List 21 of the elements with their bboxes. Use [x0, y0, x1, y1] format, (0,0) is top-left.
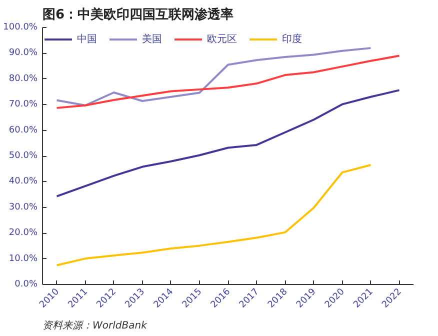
y-tick-label: 50.0% [8, 151, 38, 161]
chart-title: 图6：中美欧印四国互联网渗透率 [42, 6, 234, 22]
y-tick-label: 80.0% [8, 74, 38, 84]
y-tick-label: 20.0% [8, 228, 38, 238]
legend-label: 印度 [282, 32, 302, 46]
line-series [56, 164, 372, 266]
y-tick-label: 90.0% [8, 48, 38, 58]
y-tick-label: 60.0% [8, 125, 38, 136]
y-tick-label: 0.0% [14, 280, 38, 290]
line-series [56, 54, 400, 109]
y-tick-label: 70.0% [8, 100, 38, 110]
legend-label: 欧元区 [207, 33, 237, 46]
y-tick-label: 40.0% [8, 176, 38, 187]
line-series [56, 89, 400, 198]
y-tick-label: 30.0% [8, 202, 38, 212]
legend-label: 中国 [77, 32, 97, 46]
legend-label: 美国 [142, 32, 162, 46]
y-tick-label: 100.0% [3, 22, 38, 32]
y-tick-label: 10.0% [8, 254, 38, 264]
text: 资料来源：WorldBank [42, 320, 148, 332]
line-series [56, 47, 372, 106]
